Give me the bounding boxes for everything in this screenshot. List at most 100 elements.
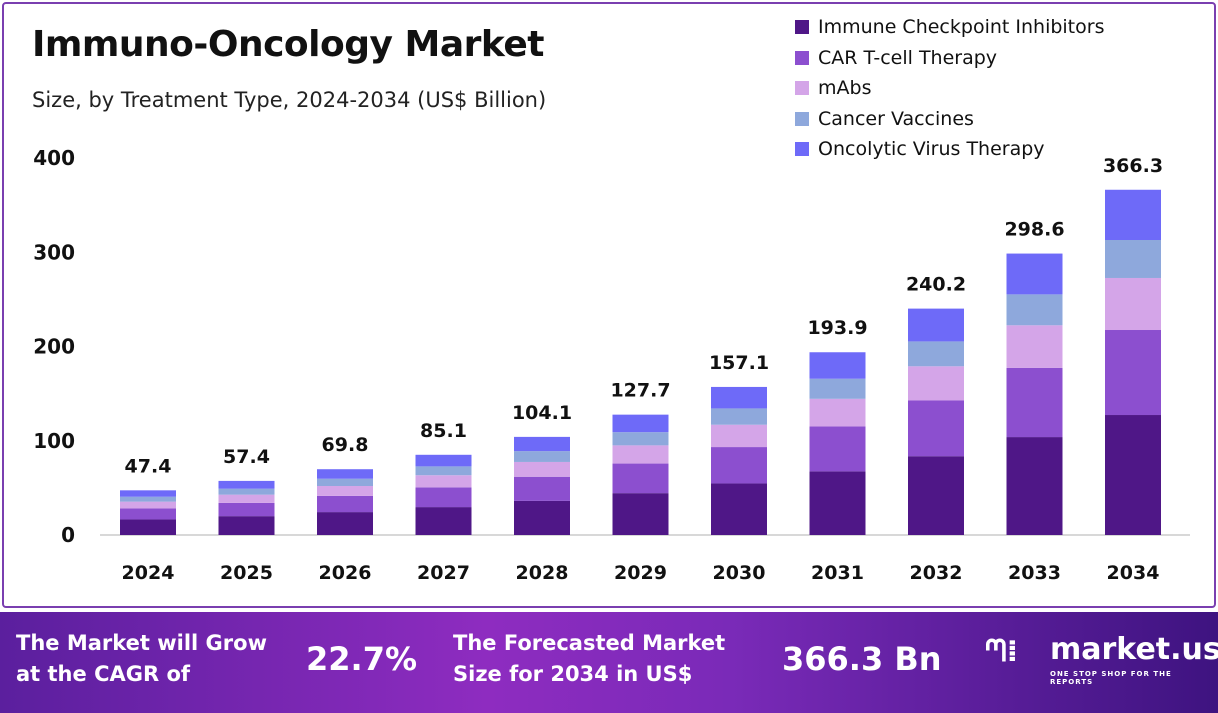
bar-segment bbox=[1006, 437, 1063, 535]
x-tick-label: 2028 bbox=[516, 562, 569, 584]
y-tick-label: 400 bbox=[33, 146, 75, 170]
data-label: 298.6 bbox=[1004, 219, 1064, 241]
legend-item: Oncolytic Virus Therapy bbox=[795, 134, 1104, 165]
chart-subtitle: Size, by Treatment Type, 2024-2034 (US$ … bbox=[32, 88, 547, 112]
bar-segment bbox=[1105, 189, 1161, 240]
legend-item: mAbs bbox=[795, 73, 1104, 104]
bar-segment bbox=[415, 454, 472, 467]
legend-label: Immune Checkpoint Inhibitors bbox=[818, 16, 1105, 39]
legend-item: CAR T-cell Therapy bbox=[795, 43, 1104, 74]
bar-segment bbox=[711, 424, 767, 448]
bar-segment bbox=[711, 483, 767, 535]
bar-segment bbox=[1006, 294, 1063, 326]
bar-segment bbox=[711, 447, 767, 484]
data-label: 47.4 bbox=[125, 455, 172, 477]
bar-segment bbox=[1006, 325, 1063, 368]
bar-segment bbox=[809, 398, 866, 427]
bar-segment bbox=[415, 466, 472, 476]
bar-segment bbox=[711, 408, 767, 425]
x-tick-label: 2025 bbox=[220, 562, 273, 584]
legend-label: Oncolytic Virus Therapy bbox=[818, 138, 1045, 161]
bar-segment bbox=[514, 476, 570, 501]
brand-tagline: ONE STOP SHOP FOR THE REPORTS bbox=[1050, 670, 1172, 686]
bar-segment bbox=[612, 463, 669, 494]
bar-segment bbox=[809, 471, 866, 535]
market-size-value: 366.3 Bn bbox=[782, 640, 942, 678]
legend-item: Cancer Vaccines bbox=[795, 104, 1104, 135]
bar-segment bbox=[612, 493, 669, 535]
bar-segment bbox=[415, 487, 472, 508]
bar-segment bbox=[120, 496, 176, 502]
brand-name: market.us bbox=[1050, 632, 1218, 667]
legend-label: Cancer Vaccines bbox=[818, 107, 974, 130]
bar-segment bbox=[218, 516, 275, 535]
chart-frame bbox=[2, 2, 1216, 608]
bar-segment bbox=[908, 400, 964, 457]
bar-segment bbox=[514, 451, 570, 462]
x-tick-label: 2031 bbox=[811, 562, 864, 584]
bar-segment bbox=[317, 495, 373, 513]
bar-segment bbox=[218, 494, 275, 503]
bar-segment bbox=[415, 507, 472, 535]
legend-swatch bbox=[795, 20, 809, 35]
bar-segment bbox=[120, 508, 176, 520]
market-size-label: The Forecasted Market Size for 2034 in US… bbox=[453, 631, 726, 686]
bar-segment bbox=[1105, 415, 1161, 535]
footer-banner: The Market will Grow at the CAGR of 22.7%… bbox=[0, 612, 1218, 713]
stacked-bar-chart: 0 100 200 300 400 47.4 2024 57.4 2025 69.8 2026 85.… bbox=[33, 146, 1190, 584]
bar-segment bbox=[908, 341, 964, 367]
chart-title: Immuno-Oncology Market bbox=[32, 24, 544, 65]
data-label: 104.1 bbox=[512, 402, 572, 424]
bar-segment bbox=[218, 488, 275, 495]
y-tick-label: 0 bbox=[61, 523, 75, 547]
x-tick-label: 2032 bbox=[910, 562, 963, 584]
data-label: 366.3 bbox=[1103, 155, 1163, 177]
y-tick-label: 200 bbox=[33, 335, 75, 359]
bar-segment bbox=[612, 432, 669, 446]
bar-segment bbox=[908, 456, 964, 535]
bar-segment bbox=[809, 352, 866, 379]
y-tick-label: 100 bbox=[33, 429, 75, 453]
bar-segment bbox=[120, 490, 176, 497]
data-label: 85.1 bbox=[420, 420, 467, 442]
brand-logo-icon: ᘉ⁞ bbox=[985, 634, 1019, 669]
bar-segment bbox=[120, 519, 176, 535]
bar-segment bbox=[218, 502, 275, 517]
bar-segment bbox=[809, 426, 866, 472]
legend-label: CAR T-cell Therapy bbox=[818, 46, 998, 69]
bar-segment bbox=[415, 475, 472, 488]
data-label: 240.2 bbox=[906, 274, 966, 296]
y-tick-label: 300 bbox=[33, 240, 75, 264]
cagr-value: 22.7% bbox=[306, 640, 418, 678]
x-tick-label: 2034 bbox=[1107, 562, 1160, 584]
bar-segment bbox=[514, 500, 570, 535]
bar-segment bbox=[711, 386, 767, 409]
x-tick-label: 2027 bbox=[417, 562, 470, 584]
data-label: 57.4 bbox=[223, 446, 270, 468]
x-tick-label: 2030 bbox=[713, 562, 766, 584]
bar-segment bbox=[1105, 330, 1161, 416]
bar-segment bbox=[612, 445, 669, 464]
data-label: 69.8 bbox=[322, 434, 369, 456]
bar-segment bbox=[908, 308, 964, 342]
bar-segment bbox=[1105, 277, 1161, 331]
bar-segment bbox=[317, 469, 373, 479]
legend: Immune Checkpoint Inhibitors CAR T-cell … bbox=[795, 12, 1104, 165]
legend-swatch bbox=[795, 50, 809, 65]
x-tick-label: 2026 bbox=[319, 562, 372, 584]
x-tick-label: 2033 bbox=[1008, 562, 1061, 584]
bar-segment bbox=[317, 485, 373, 496]
bar-segment bbox=[1006, 253, 1063, 295]
x-tick-label: 2029 bbox=[614, 562, 667, 584]
x-tick-label: 2024 bbox=[122, 562, 175, 584]
bar-segment bbox=[218, 480, 275, 489]
bar-segment bbox=[1006, 367, 1063, 438]
bar-segment bbox=[612, 414, 669, 433]
legend-label: mAbs bbox=[818, 77, 872, 100]
bar-segment bbox=[317, 478, 373, 486]
cagr-label: The Market will Grow at the CAGR of bbox=[16, 631, 267, 686]
data-label: 193.9 bbox=[807, 317, 867, 339]
bar-segment bbox=[908, 366, 964, 401]
bar-segment bbox=[514, 436, 570, 452]
bar-segment bbox=[317, 512, 373, 535]
